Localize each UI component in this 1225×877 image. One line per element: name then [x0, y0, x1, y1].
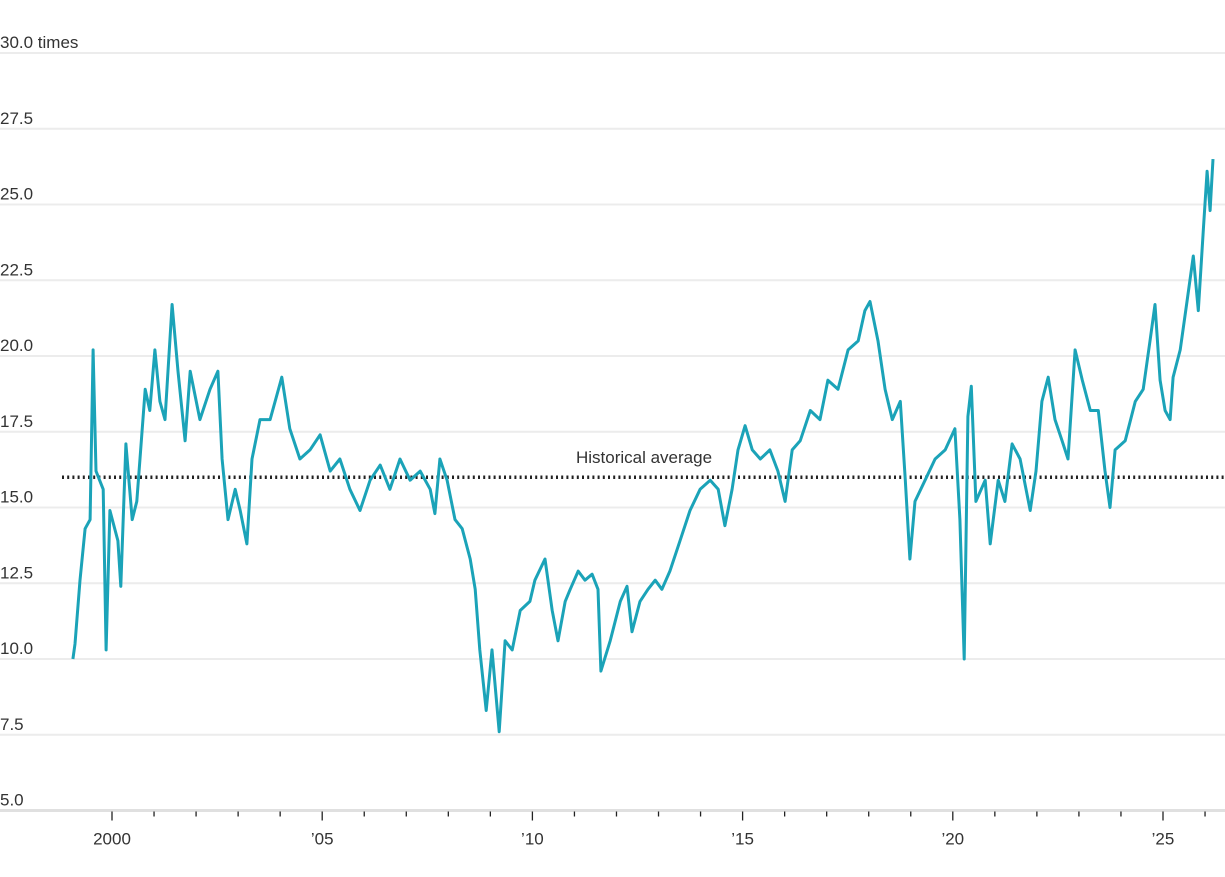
x-tick-label: ’05 — [311, 830, 334, 849]
y-tick-label: 15.0 — [0, 488, 33, 507]
pe-ratio-series-line — [71, 159, 1215, 734]
y-tick-label: 20.0 — [0, 336, 33, 355]
x-tick-label: ’25 — [1152, 830, 1175, 849]
y-tick-label: 5.0 — [0, 791, 24, 810]
x-tick-label: ’20 — [941, 830, 964, 849]
y-tick-label: 10.0 — [0, 639, 33, 658]
y-tick-label: 17.5 — [0, 412, 33, 431]
y-tick-label: 30.0 times — [0, 33, 78, 52]
y-tick-label: 27.5 — [0, 109, 33, 128]
x-tick-label: ’10 — [521, 830, 544, 849]
historical-average-line-group: Historical average — [62, 448, 1225, 479]
x-axis: 2000 ’05 ’10 ’15 ’20 ’25 — [93, 811, 1206, 849]
y-tick-label: 7.5 — [0, 715, 24, 734]
series-group — [71, 159, 1215, 734]
y-axis-labels: 30.0 times 27.5 25.0 22.5 20.0 17.5 15.0 12.5 10… — [0, 33, 78, 810]
x-tick-label: ’15 — [731, 830, 754, 849]
gridlines — [0, 52, 1225, 812]
y-tick-label: 25.0 — [0, 185, 33, 204]
historical-average-label: Historical average — [576, 448, 712, 467]
x-tick-label: 2000 — [93, 830, 131, 849]
y-tick-label: 12.5 — [0, 563, 33, 582]
y-tick-label: 22.5 — [0, 260, 33, 279]
